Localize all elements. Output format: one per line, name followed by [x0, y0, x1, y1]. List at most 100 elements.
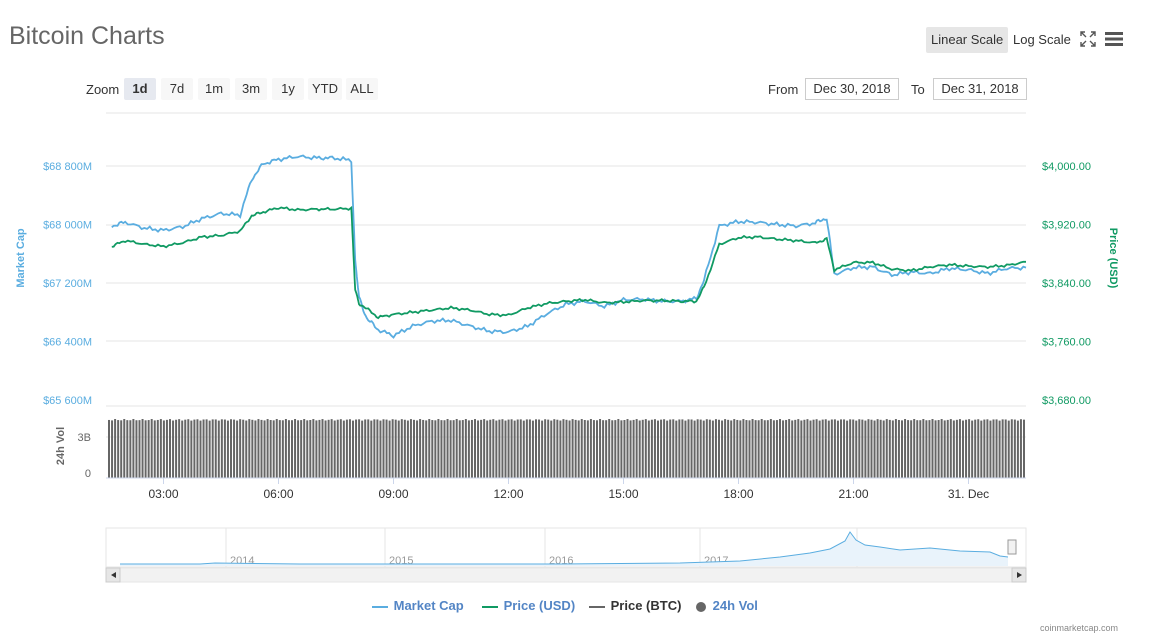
volume-bar [583, 420, 586, 478]
volume-bar [879, 419, 882, 478]
volume-bar [934, 420, 937, 478]
x-axis-tick: 21:00 [838, 487, 868, 501]
volume-bar [556, 419, 559, 478]
volume-bar [888, 419, 891, 478]
volume-bar [708, 419, 711, 478]
volume-bar [516, 419, 519, 478]
scroll-right-arrow-icon [1017, 572, 1022, 578]
volume-bar [821, 419, 824, 478]
volume-bar [428, 419, 431, 478]
volume-bar [470, 419, 473, 478]
volume-bar [614, 420, 617, 478]
volume-bar [403, 419, 406, 478]
volume-bar [995, 419, 998, 478]
legend-market-cap[interactable]: Market Cap [372, 598, 464, 613]
navigator-area [120, 532, 1008, 566]
volume-bar [358, 419, 361, 478]
right-axis-tick: $4,000.00 [1042, 161, 1091, 173]
volume-bar [440, 420, 443, 478]
linear-scale-button[interactable]: Linear Scale [926, 27, 1009, 53]
volume-bar [416, 420, 419, 478]
volume-bar [129, 420, 132, 478]
x-axis-tick: 15:00 [608, 487, 638, 501]
legend-24h-vol[interactable]: 24h Vol [695, 598, 758, 613]
volume-bar [925, 420, 928, 478]
zoom-1m-button[interactable]: 1m [198, 78, 230, 100]
volume-bar [763, 420, 766, 478]
volume-bar [733, 419, 736, 478]
zoom-3m-button[interactable]: 3m [235, 78, 267, 100]
log-scale-button[interactable]: Log Scale [1013, 32, 1071, 47]
volume-bar [910, 420, 913, 478]
volume-bar [181, 420, 184, 478]
volume-bar [147, 420, 150, 478]
volume-bar [309, 420, 312, 478]
scroll-left-arrow-icon [111, 572, 116, 578]
volume-bar [339, 419, 342, 478]
zoom-7d-button[interactable]: 7d [161, 78, 193, 100]
x-axis-tick: 18:00 [723, 487, 753, 501]
volume-bar [647, 420, 650, 478]
volume-bar [409, 419, 412, 478]
volume-bar [193, 419, 196, 478]
market-cap-swatch [372, 605, 388, 608]
volume-bar [794, 419, 797, 478]
credit-link[interactable]: coinmarketcap.com [1040, 623, 1119, 633]
volume-bar [306, 420, 309, 478]
volume-bar [123, 419, 126, 478]
volume-bar [1007, 420, 1010, 478]
volume-bar [391, 419, 394, 478]
zoom-ytd-button[interactable]: YTD [308, 78, 342, 100]
volume-bar [461, 420, 464, 478]
volume-bar [946, 419, 949, 478]
volume-bar [379, 420, 382, 478]
to-date-input[interactable] [933, 78, 1027, 100]
volume-bar [1013, 419, 1016, 478]
volume-bar [806, 419, 809, 478]
x-axis-tick: 06:00 [263, 487, 293, 501]
volume-bar [278, 420, 281, 478]
volume-bar [727, 419, 730, 478]
volume-bar [858, 419, 861, 478]
volume-bar [385, 419, 388, 478]
volume-bar [589, 419, 592, 478]
volume-bar [800, 420, 803, 478]
volume-bar [760, 419, 763, 478]
volume-bar [586, 420, 589, 478]
legend-price-usd[interactable]: Price (USD) [482, 598, 575, 613]
volume-bar [608, 419, 611, 478]
volume-bar [696, 419, 699, 478]
zoom-1y-button[interactable]: 1y [272, 78, 304, 100]
volume-bar [788, 419, 791, 478]
fullscreen-icon[interactable] [1080, 31, 1096, 47]
volume-bar [394, 419, 397, 478]
menu-icon[interactable] [1105, 31, 1123, 47]
volume-bar [818, 420, 821, 478]
volume-bar [840, 419, 842, 478]
volume-bar [620, 420, 623, 478]
volume-bar [236, 420, 239, 478]
volume-bar [653, 419, 656, 478]
volume-bar [153, 420, 156, 478]
volume-bar [736, 419, 739, 478]
legend-price-btc[interactable]: Price (BTC) [589, 598, 681, 613]
from-date-input[interactable] [805, 78, 899, 100]
volume-bar [199, 420, 202, 478]
volume-bar [965, 419, 968, 478]
volume-bar [312, 419, 315, 478]
zoom-all-button[interactable]: ALL [346, 78, 378, 100]
volume-bar [861, 419, 864, 478]
volume-bar [562, 419, 565, 478]
volume-bar [693, 420, 696, 478]
volume-bar [178, 419, 181, 478]
volume-bar [952, 420, 955, 478]
volume-bar [833, 419, 836, 478]
volume-bar [913, 419, 916, 478]
volume-bar [904, 419, 907, 478]
legend-price-btc-label: Price (BTC) [610, 598, 682, 613]
volume-bar [287, 420, 290, 478]
zoom-1d-button[interactable]: 1d [124, 78, 156, 100]
volume-bar [400, 419, 403, 478]
left-axis-tick: $66 400M [43, 337, 92, 349]
volume-bar [678, 419, 681, 478]
